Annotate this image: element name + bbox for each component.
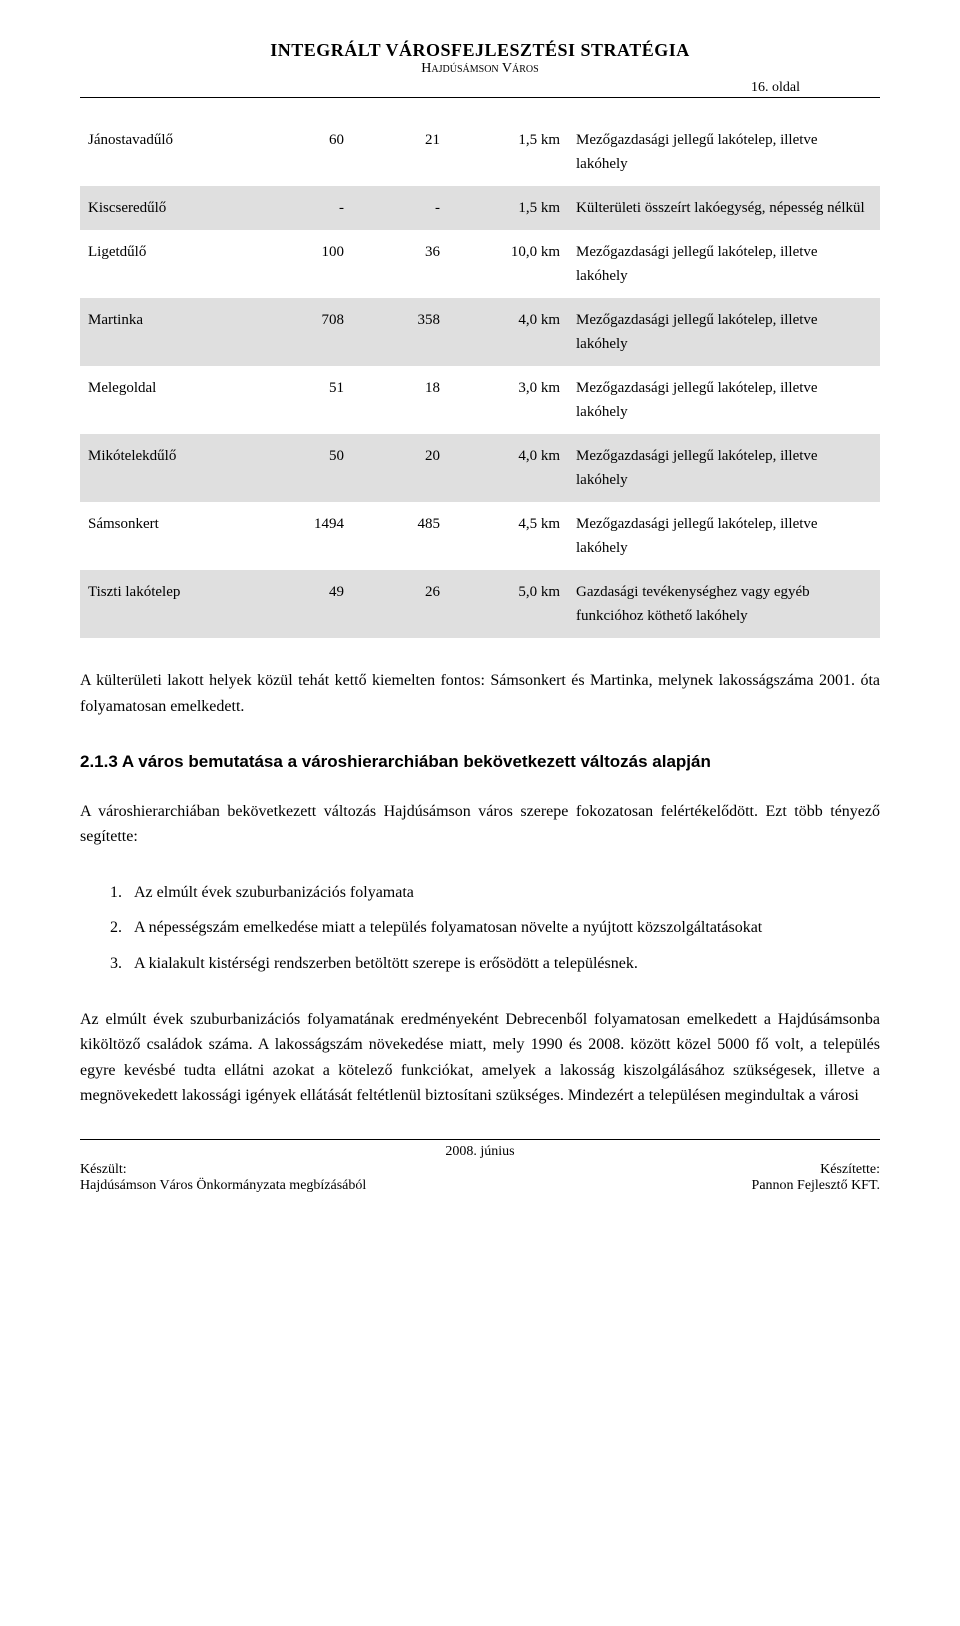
- footer-right-label: Készítette:: [752, 1162, 880, 1178]
- footer-right-text: Pannon Fejlesztő KFT.: [752, 1178, 880, 1194]
- cell-description: Mezőgazdasági jellegű lakótelep, illetve…: [568, 230, 880, 298]
- cell-distance: 4,0 km: [448, 434, 568, 502]
- table-row: Mikótelekdűlő50204,0 kmMezőgazdasági jel…: [80, 434, 880, 502]
- table-row: Martinka7083584,0 kmMezőgazdasági jelleg…: [80, 298, 880, 366]
- list-item: 1. Az elmúlt évek szuburbanizációs folyam…: [110, 880, 880, 906]
- paragraph-after-heading: A városhierarchiában bekövetkezett válto…: [80, 799, 880, 850]
- cell-description: Külterületi összeírt lakóegység, népessé…: [568, 186, 880, 230]
- list-item-number: 2.: [110, 915, 122, 941]
- table-row: Tiszti lakótelep49265,0 kmGazdasági tevé…: [80, 570, 880, 638]
- paragraph-intro: A külterületi lakott helyek közül tehát …: [80, 668, 880, 719]
- table-row: Kiscseredűlő--1,5 kmKülterületi összeírt…: [80, 186, 880, 230]
- cell-distance: 4,0 km: [448, 298, 568, 366]
- cell-name: Melegoldal: [80, 366, 256, 434]
- table-row: Jánostavadűlő60211,5 kmMezőgazdasági jel…: [80, 118, 880, 186]
- cell-description: Mezőgazdasági jellegű lakótelep, illetve…: [568, 118, 880, 186]
- cell-distance: 5,0 km: [448, 570, 568, 638]
- cell-col-a: 49: [256, 570, 352, 638]
- cell-description: Mezőgazdasági jellegű lakótelep, illetve…: [568, 366, 880, 434]
- cell-description: Mezőgazdasági jellegű lakótelep, illetve…: [568, 298, 880, 366]
- footer-left: Készült: Hajdúsámson Város Önkormányzata…: [80, 1162, 366, 1194]
- numbered-list: 1. Az elmúlt évek szuburbanizációs folyam…: [110, 880, 880, 977]
- cell-col-b: 358: [352, 298, 448, 366]
- list-item-number: 1.: [110, 880, 122, 906]
- cell-name: Martinka: [80, 298, 256, 366]
- settlement-table: Jánostavadűlő60211,5 kmMezőgazdasági jel…: [80, 118, 880, 638]
- list-item-text: A népességszám emelkedése miatt a telepü…: [134, 919, 762, 936]
- cell-col-b: 485: [352, 502, 448, 570]
- paragraph-final: Az elmúlt évek szuburbanizációs folyamat…: [80, 1007, 880, 1109]
- cell-distance: 1,5 km: [448, 118, 568, 186]
- cell-name: Mikótelekdűlő: [80, 434, 256, 502]
- cell-col-a: 1494: [256, 502, 352, 570]
- cell-col-b: -: [352, 186, 448, 230]
- list-item-number: 3.: [110, 951, 122, 977]
- cell-col-b: 20: [352, 434, 448, 502]
- footer-row: Készült: Hajdúsámson Város Önkormányzata…: [80, 1162, 880, 1194]
- cell-distance: 1,5 km: [448, 186, 568, 230]
- list-item: 2. A népességszám emelkedése miatt a tele…: [110, 915, 880, 941]
- cell-col-b: 21: [352, 118, 448, 186]
- list-item-text: Az elmúlt évek szuburbanizációs folyamat…: [134, 884, 414, 901]
- page-header: INTEGRÁLT VÁROSFEJLESZTÉSI STRATÉGIA Haj…: [80, 40, 880, 77]
- cell-distance: 10,0 km: [448, 230, 568, 298]
- cell-description: Gazdasági tevékenységhez vagy egyéb funk…: [568, 570, 880, 638]
- page-number: 16. oldal: [751, 80, 800, 96]
- table-row: Sámsonkert14944854,5 kmMezőgazdasági jel…: [80, 502, 880, 570]
- cell-col-a: 60: [256, 118, 352, 186]
- cell-col-a: 708: [256, 298, 352, 366]
- cell-col-a: 51: [256, 366, 352, 434]
- cell-distance: 4,5 km: [448, 502, 568, 570]
- cell-col-b: 18: [352, 366, 448, 434]
- footer-date: 2008. június: [80, 1144, 880, 1160]
- section-title: A város bemutatása a városhierarchiában …: [122, 752, 711, 771]
- list-item: 3. A kialakult kistérségi rendszerben bet…: [110, 951, 880, 977]
- cell-col-b: 26: [352, 570, 448, 638]
- section-heading: 2.1.3 A város bemutatása a városhierarch…: [80, 749, 880, 775]
- header-title: INTEGRÁLT VÁROSFEJLESZTÉSI STRATÉGIA: [80, 40, 880, 61]
- footer-left-text: Hajdúsámson Város Önkormányzata megbízás…: [80, 1178, 366, 1194]
- cell-name: Jánostavadűlő: [80, 118, 256, 186]
- footer-left-label: Készült:: [80, 1162, 366, 1178]
- cell-col-a: 100: [256, 230, 352, 298]
- cell-col-b: 36: [352, 230, 448, 298]
- cell-name: Ligetdűlő: [80, 230, 256, 298]
- cell-name: Tiszti lakótelep: [80, 570, 256, 638]
- section-number: 2.1.3: [80, 752, 118, 771]
- cell-name: Kiscseredűlő: [80, 186, 256, 230]
- cell-description: Mezőgazdasági jellegű lakótelep, illetve…: [568, 502, 880, 570]
- list-item-text: A kialakult kistérségi rendszerben betöl…: [134, 955, 638, 972]
- cell-description: Mezőgazdasági jellegű lakótelep, illetve…: [568, 434, 880, 502]
- footer-rule: [80, 1139, 880, 1140]
- header-rule: [80, 97, 880, 98]
- footer-right: Készítette: Pannon Fejlesztő KFT.: [752, 1162, 880, 1194]
- cell-name: Sámsonkert: [80, 502, 256, 570]
- header-subtitle: Hajdúsámson Város: [80, 61, 880, 77]
- cell-col-a: 50: [256, 434, 352, 502]
- page: 16. oldal INTEGRÁLT VÁROSFEJLESZTÉSI STR…: [80, 40, 880, 1194]
- cell-distance: 3,0 km: [448, 366, 568, 434]
- table-row: Ligetdűlő1003610,0 kmMezőgazdasági jelle…: [80, 230, 880, 298]
- cell-col-a: -: [256, 186, 352, 230]
- table-row: Melegoldal51183,0 kmMezőgazdasági jelleg…: [80, 366, 880, 434]
- page-footer: 2008. június Készült: Hajdúsámson Város …: [80, 1139, 880, 1194]
